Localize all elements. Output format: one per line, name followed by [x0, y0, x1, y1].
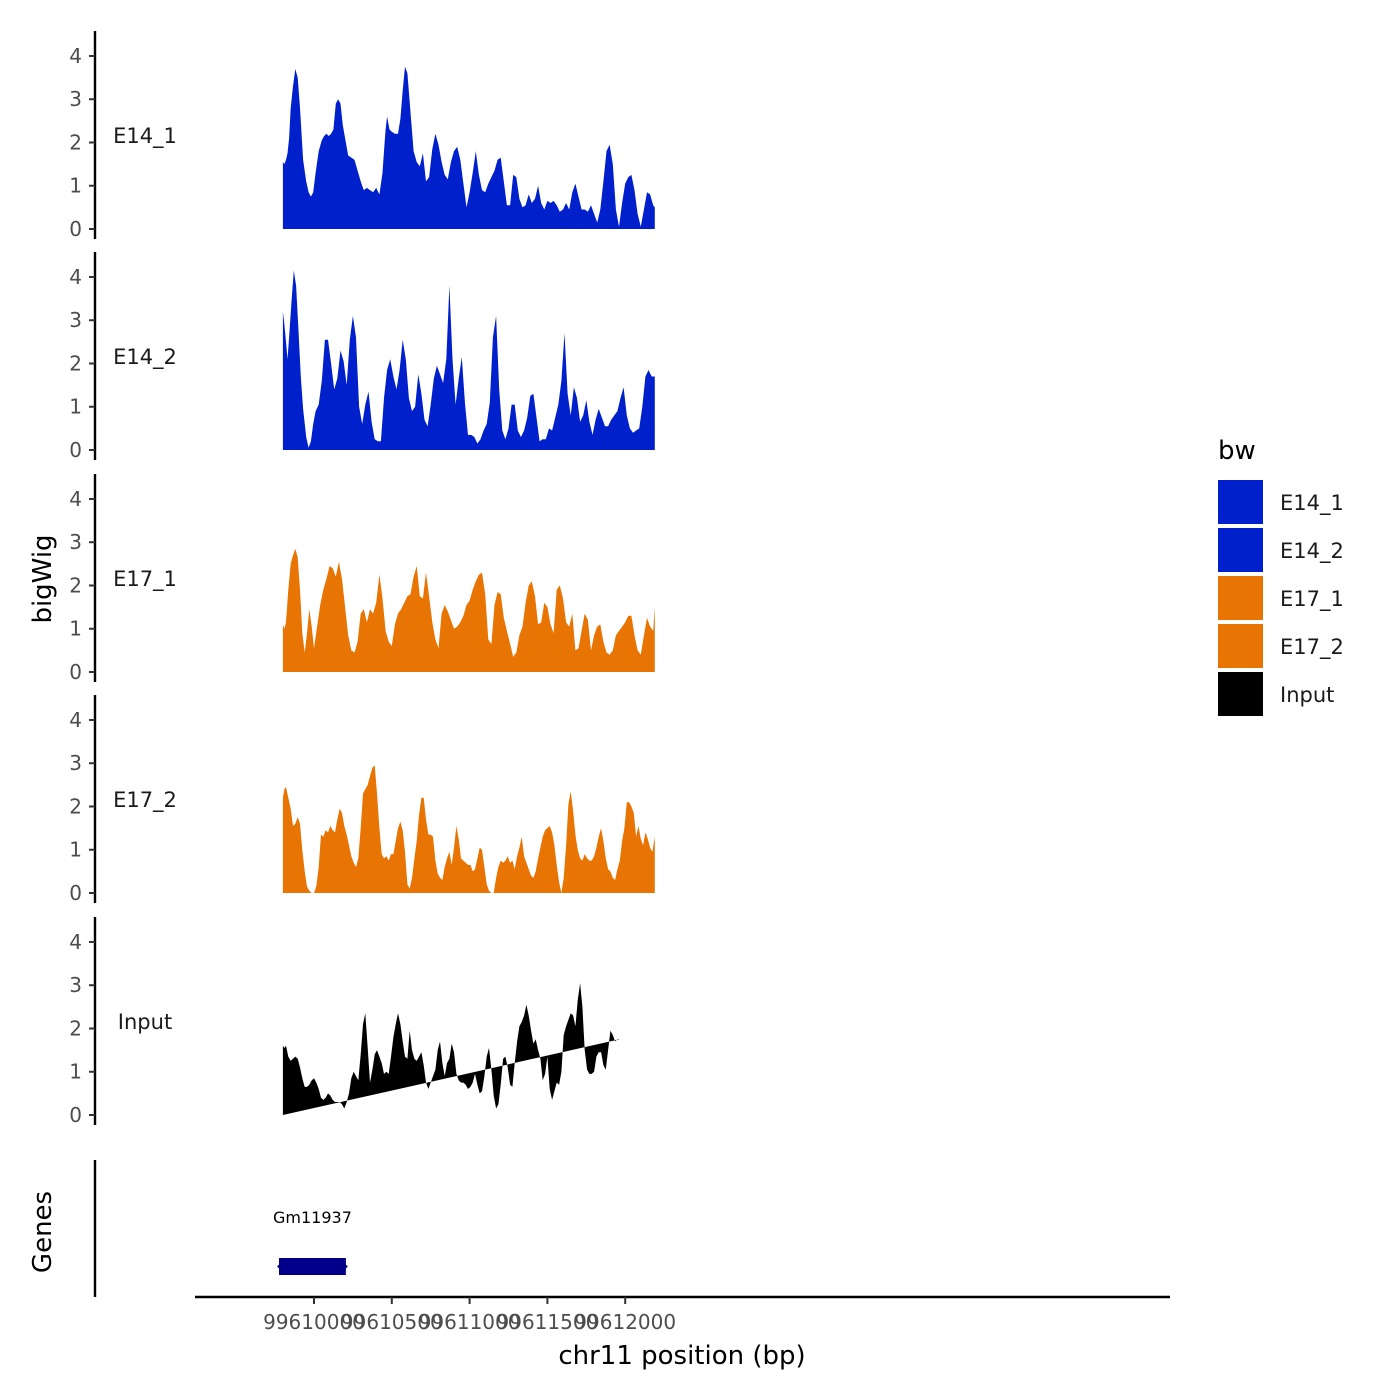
- y-axis-title: bigWig: [28, 534, 58, 623]
- legend-label-E17_2: E17_2: [1280, 635, 1344, 660]
- area-E17_1: [282, 548, 655, 672]
- track-label-E14_2: E14_2: [113, 345, 177, 370]
- area-E14_1: [282, 66, 655, 229]
- y-tick-label-E17_1-4: 4: [69, 487, 82, 511]
- y-tick-label-E14_2-4: 4: [69, 265, 82, 289]
- gene-end-cap: [341, 1261, 348, 1272]
- y-tick-label-Input-4: 4: [69, 930, 82, 954]
- tracks-layer: 0 1 2 3 4 E14_1 0 1 2 3 4 E14_2 0 1 2 3 4 E17_1 0 1 2 3 4 E17_2…: [69, 31, 655, 1127]
- gene-bar-Gm11937: [278, 1258, 346, 1275]
- genes-panel: Gm11937: [93, 1160, 352, 1297]
- track-E14_2: 0 1 2 3 4 E14_2: [69, 252, 655, 462]
- legend-title: bw: [1218, 436, 1256, 466]
- legend-label-E14_2: E14_2: [1280, 539, 1344, 564]
- y-tick-label-E17_1-2: 2: [69, 573, 82, 597]
- legend-swatch-Input: [1218, 672, 1263, 716]
- legend-label-Input: Input: [1280, 683, 1334, 707]
- y-tick-label-E14_2-1: 1: [69, 395, 82, 419]
- y-tick-label-Input-1: 1: [69, 1060, 82, 1084]
- y-tick-label-E14_1-4: 4: [69, 44, 82, 68]
- y-tick-label-E14_2-3: 3: [69, 308, 82, 332]
- area-E14_2: [282, 270, 655, 450]
- y-tick-label-E14_1-2: 2: [69, 130, 82, 154]
- y-tick-label-E14_2-2: 2: [69, 351, 82, 375]
- area-E17_2: [282, 765, 655, 893]
- y-tick-label-E17_2-2: 2: [69, 794, 82, 818]
- x-tick-label-99611500: 99611500: [497, 1310, 599, 1334]
- y-tick-label-E17_1-3: 3: [69, 530, 82, 554]
- gene-label-Gm11937: Gm11937: [273, 1208, 352, 1227]
- track-label-E17_2: E17_2: [113, 788, 177, 813]
- y-tick-label-E17_1-1: 1: [69, 617, 82, 641]
- y-tick-label-E14_1-3: 3: [69, 87, 82, 111]
- legend-swatch-E17_1: [1218, 576, 1263, 620]
- legend-label-E14_1: E14_1: [1280, 491, 1344, 516]
- track-Input: 0 1 2 3 4 Input: [69, 917, 620, 1127]
- track-label-Input: Input: [118, 1010, 172, 1034]
- track-E17_2: 0 1 2 3 4 E17_2: [69, 695, 655, 905]
- genes-axis-title: Genes: [28, 1191, 58, 1273]
- x-tick-label-99610500: 99610500: [341, 1310, 443, 1334]
- gene-start-cap: [276, 1261, 283, 1272]
- legend: bw E14_1 E14_2 E17_1 E17_2 Input: [1218, 436, 1344, 716]
- legend-swatch-E14_2: [1218, 528, 1263, 572]
- y-tick-label-Input-2: 2: [69, 1016, 82, 1040]
- legend-swatch-E17_2: [1218, 624, 1263, 668]
- y-tick-label-Input-3: 3: [69, 973, 82, 997]
- x-axis-title: chr11 position (bp): [558, 1341, 805, 1371]
- y-tick-label-E17_2-3: 3: [69, 751, 82, 775]
- y-tick-label-Input-0: 0: [69, 1103, 82, 1127]
- x-tick-label-99612000: 99612000: [574, 1310, 676, 1334]
- y-tick-label-E14_1-0: 0: [69, 217, 82, 241]
- y-tick-label-E17_2-1: 1: [69, 838, 82, 862]
- area-Input: [282, 983, 620, 1115]
- legend-label-E17_1: E17_1: [1280, 587, 1344, 612]
- y-tick-label-E17_2-4: 4: [69, 708, 82, 732]
- x-tick-label-99610000: 99610000: [263, 1310, 365, 1334]
- y-tick-label-E17_1-0: 0: [69, 660, 82, 684]
- track-E14_1: 0 1 2 3 4 E14_1: [69, 31, 655, 241]
- track-E17_1: 0 1 2 3 4 E17_1: [69, 474, 655, 684]
- y-tick-label-E17_2-0: 0: [69, 881, 82, 905]
- x-tick-label-99611000: 99611000: [419, 1310, 521, 1334]
- track-label-E14_1: E14_1: [113, 124, 177, 149]
- y-tick-label-E14_1-1: 1: [69, 174, 82, 198]
- legend-swatch-E14_1: [1218, 480, 1263, 524]
- track-label-E17_1: E17_1: [113, 567, 177, 592]
- y-tick-label-E14_2-0: 0: [69, 438, 82, 462]
